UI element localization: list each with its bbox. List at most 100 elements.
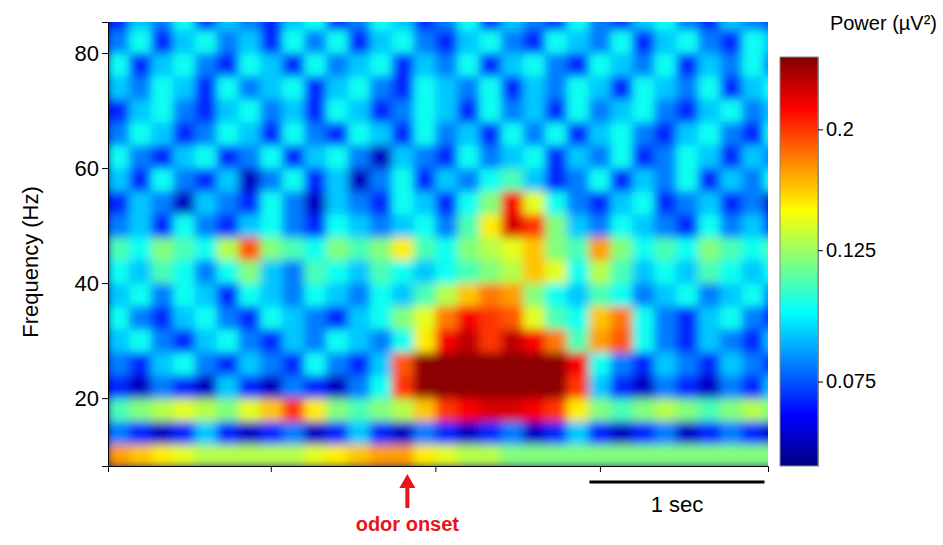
heatmap-cell xyxy=(283,306,305,329)
heatmap-cell xyxy=(698,122,720,145)
heatmap-cell xyxy=(764,283,768,306)
heatmap-cell xyxy=(370,306,392,329)
heatmap-cell xyxy=(129,168,151,191)
heatmap-cell xyxy=(611,30,633,53)
heatmap-cell xyxy=(173,145,195,168)
heatmap-cell xyxy=(720,283,742,306)
heatmap-cell xyxy=(436,237,458,260)
heatmap-cell xyxy=(348,237,370,260)
heatmap-cell xyxy=(567,99,589,122)
y-tick: 80 xyxy=(75,41,108,66)
heatmap-cell xyxy=(173,99,195,122)
heatmap-cell xyxy=(655,352,677,375)
heatmap-cell xyxy=(217,145,239,168)
heatmap-cell xyxy=(545,22,567,30)
heatmap-cell xyxy=(677,76,699,99)
heatmap-cell xyxy=(305,283,327,306)
heatmap-cell xyxy=(436,145,458,168)
heatmap-cell xyxy=(348,30,370,53)
heatmap-cell xyxy=(414,122,436,145)
heatmap-cell xyxy=(414,329,436,352)
heatmap-cell xyxy=(370,283,392,306)
heatmap-cell xyxy=(698,214,720,237)
heatmap-cell xyxy=(392,191,414,214)
heatmap-cell xyxy=(261,191,283,214)
heatmap-cell xyxy=(611,99,633,122)
heatmap-cell xyxy=(261,375,283,398)
heatmap-cell xyxy=(370,99,392,122)
heatmap-cell xyxy=(151,421,173,444)
heatmap-cell xyxy=(764,375,768,398)
heatmap-cell xyxy=(195,283,217,306)
heatmap-cell xyxy=(326,237,348,260)
heatmap-cell xyxy=(655,237,677,260)
heatmap-cell xyxy=(523,421,545,444)
heatmap-cell xyxy=(305,122,327,145)
y-tick: 20 xyxy=(75,386,108,411)
heatmap-cell xyxy=(633,145,655,168)
heatmap-cell xyxy=(151,237,173,260)
heatmap-cell xyxy=(501,145,523,168)
heatmap-cell xyxy=(567,122,589,145)
colorbar-tick: 0.125 xyxy=(818,239,876,261)
heatmap-cell xyxy=(567,283,589,306)
heatmap-cell xyxy=(414,283,436,306)
heatmap-cell xyxy=(545,283,567,306)
heatmap-cell xyxy=(348,306,370,329)
heatmap-cell xyxy=(545,398,567,421)
heatmap-cell xyxy=(764,421,768,444)
heatmap-cell xyxy=(370,168,392,191)
heatmap-cell xyxy=(239,76,261,99)
heatmap-cell xyxy=(326,22,348,30)
heatmap-cell xyxy=(108,352,129,375)
heatmap-cell xyxy=(151,329,173,352)
heatmap-cell xyxy=(108,99,129,122)
heatmap-cell xyxy=(764,30,768,53)
heatmap-cell xyxy=(720,421,742,444)
heatmap-cell xyxy=(370,444,392,466)
y-tick: 40 xyxy=(75,271,108,296)
x-tick-mark xyxy=(271,466,272,472)
y-tick-label: 40 xyxy=(75,271,99,296)
heatmap-cell xyxy=(173,283,195,306)
heatmap-cell xyxy=(261,352,283,375)
heatmap-cell xyxy=(545,375,567,398)
heatmap-cell xyxy=(195,22,217,30)
heatmap-cell xyxy=(195,237,217,260)
heatmap-cell xyxy=(633,30,655,53)
heatmap-cell xyxy=(108,53,129,76)
heatmap-cell xyxy=(195,53,217,76)
heatmap-cell xyxy=(326,122,348,145)
heatmap-cell xyxy=(742,191,764,214)
heatmap-cell xyxy=(414,53,436,76)
heatmap-cell xyxy=(764,444,768,466)
heatmap-cell xyxy=(414,22,436,30)
heatmap-cell xyxy=(567,444,589,466)
heatmap-cell xyxy=(261,306,283,329)
heatmap-cell xyxy=(173,30,195,53)
heatmap-cell xyxy=(370,53,392,76)
heatmap-cell xyxy=(195,99,217,122)
heatmap-cell xyxy=(677,191,699,214)
heatmap-cell xyxy=(567,260,589,283)
heatmap-cell xyxy=(589,99,611,122)
heatmap-cell xyxy=(239,99,261,122)
heatmap-cell xyxy=(633,444,655,466)
heatmap-cell xyxy=(458,306,480,329)
heatmap-cell xyxy=(611,329,633,352)
heatmap-cell xyxy=(458,145,480,168)
heatmap-cell xyxy=(458,122,480,145)
heatmap-cell xyxy=(414,306,436,329)
heatmap-cell xyxy=(326,260,348,283)
heatmap-cell xyxy=(108,214,129,237)
y-tick-mark xyxy=(102,53,108,54)
heatmap-cell xyxy=(655,398,677,421)
heatmap-cell xyxy=(173,352,195,375)
heatmap-cell xyxy=(633,53,655,76)
heatmap-cell xyxy=(326,421,348,444)
scale-bar-label: 1 sec xyxy=(651,492,704,517)
heatmap-cell xyxy=(348,191,370,214)
heatmap-cell xyxy=(501,53,523,76)
heatmap-cell xyxy=(108,444,129,466)
heatmap-cell xyxy=(195,329,217,352)
